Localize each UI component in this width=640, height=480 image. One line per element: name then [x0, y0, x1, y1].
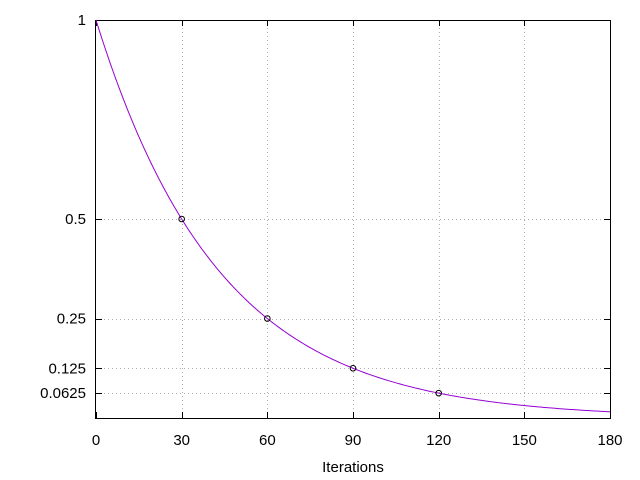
data-point [264, 315, 271, 322]
y-tick-label: 0.5 [65, 211, 86, 228]
y-tick-label: 0.0625 [40, 385, 86, 402]
x-tick-label: 0 [92, 432, 100, 449]
x-tick-label: 180 [597, 432, 622, 449]
x-tick-label: 120 [426, 432, 451, 449]
series-layer [95, 19, 611, 413]
y-tick-label: 1 [78, 12, 86, 29]
x-tick-label: 30 [173, 432, 190, 449]
decay-curve-line [95, 19, 611, 413]
data-point [349, 364, 357, 372]
data-point [435, 389, 442, 397]
x-tick-labels: 0 30 60 90 120 150 180 [92, 432, 623, 449]
x-axis-label: Iterations [322, 459, 384, 476]
x-tick-label: 90 [345, 432, 362, 449]
y-tick-label: 0.125 [48, 360, 86, 377]
grid-lines [96, 20, 610, 418]
x-tick-label: 60 [259, 432, 276, 449]
y-tick-labels: 1 0.5 0.25 0.125 0.0625 [40, 12, 86, 402]
axis-ticks [96, 20, 611, 418]
x-tick-label: 150 [512, 432, 537, 449]
y-tick-label: 0.25 [57, 311, 86, 328]
data-point [178, 215, 185, 223]
